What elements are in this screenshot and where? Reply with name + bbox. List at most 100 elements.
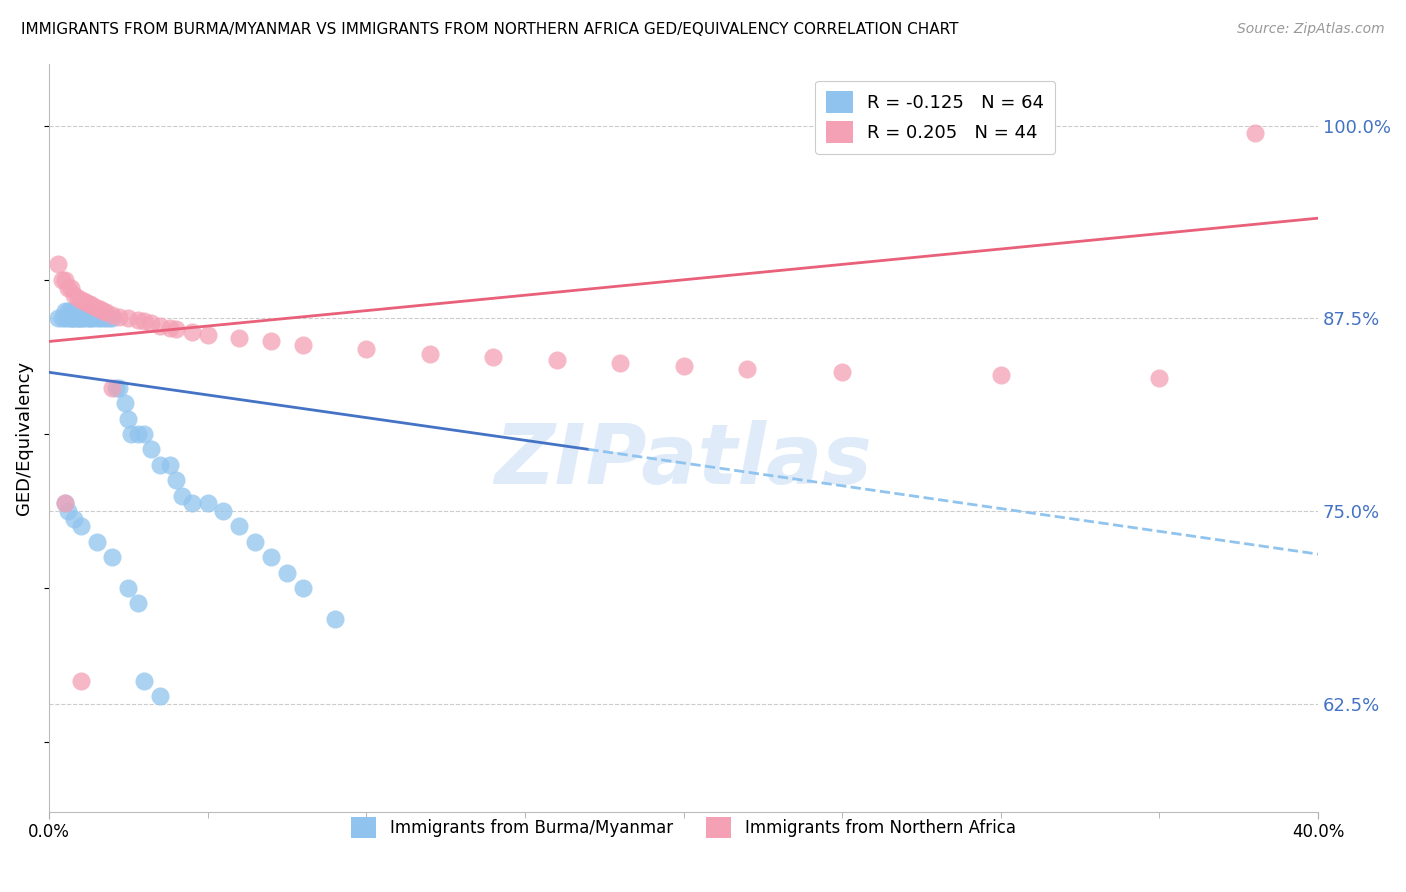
Text: ZIPatlas: ZIPatlas (495, 420, 873, 500)
Point (76, 311, 98, 326)
Text: IMMIGRANTS FROM BURMA/MYANMAR VS IMMIGRANTS FROM NORTHERN AFRICA GED/EQUIVALENCY: IMMIGRANTS FROM BURMA/MYANMAR VS IMMIGRA… (21, 22, 959, 37)
Point (104, 381, 127, 395)
Point (79, 311, 101, 326)
Point (117, 411, 139, 425)
Point (101, 550, 124, 565)
Point (60, 280, 83, 294)
Point (60, 311, 83, 326)
Text: Source: ZipAtlas.com: Source: ZipAtlas.com (1237, 22, 1385, 37)
Point (51, 311, 73, 326)
Point (672, 359, 695, 373)
Point (48, 311, 70, 326)
Point (172, 489, 194, 503)
Point (66, 311, 89, 326)
Point (291, 581, 314, 595)
Point (76, 303, 98, 318)
Point (117, 311, 139, 326)
Point (63, 288, 86, 302)
Point (735, 362, 758, 376)
Point (56, 311, 79, 326)
Point (139, 316, 162, 330)
Point (63, 303, 86, 318)
Point (86, 301, 108, 315)
Point (53, 273, 76, 287)
Point (149, 689, 172, 703)
Point (89, 302, 111, 317)
Legend: Immigrants from Burma/Myanmar, Immigrants from Northern Africa: Immigrants from Burma/Myanmar, Immigrant… (344, 811, 1022, 845)
Point (53, 496, 76, 510)
Point (197, 328, 219, 343)
Point (94, 311, 117, 326)
Point (212, 504, 235, 518)
Point (245, 534, 267, 549)
Point (260, 334, 283, 349)
Point (69, 519, 91, 533)
Point (260, 550, 283, 565)
Point (73, 311, 96, 326)
Point (1243, 127, 1265, 141)
Point (107, 381, 129, 395)
Point (101, 308, 124, 322)
Point (419, 347, 441, 361)
Point (197, 496, 219, 510)
Point (180, 496, 202, 510)
Point (159, 320, 181, 334)
Point (546, 353, 568, 368)
Point (69, 673, 91, 688)
Point (228, 331, 250, 345)
Point (56, 303, 79, 318)
Point (323, 612, 346, 626)
Point (82, 299, 104, 313)
Point (134, 426, 156, 441)
Point (76, 296, 98, 310)
Point (82, 310, 104, 324)
Point (86, 311, 108, 326)
Point (609, 356, 631, 370)
Point (107, 310, 129, 324)
Point (53, 303, 76, 318)
Point (356, 342, 378, 356)
Point (56, 504, 79, 518)
Point (101, 381, 124, 395)
Point (69, 293, 91, 307)
Point (149, 458, 172, 472)
Point (165, 322, 187, 336)
Point (69, 311, 91, 326)
Point (127, 426, 149, 441)
Point (91, 303, 114, 318)
Point (48, 257, 70, 271)
Y-axis label: GED/Equivalency: GED/Equivalency (15, 360, 32, 515)
Point (66, 307, 89, 321)
Point (63, 511, 86, 525)
Point (101, 311, 124, 326)
Point (79, 311, 101, 326)
Point (149, 319, 172, 334)
Point (127, 597, 149, 611)
Point (114, 396, 136, 410)
Point (53, 496, 76, 510)
Point (69, 307, 91, 321)
Point (831, 365, 853, 379)
Point (69, 311, 91, 326)
Point (79, 297, 101, 311)
Point (159, 458, 181, 472)
Point (60, 303, 83, 318)
Point (121, 426, 143, 441)
Point (66, 291, 89, 305)
Point (86, 310, 108, 324)
Point (91, 311, 114, 326)
Point (134, 673, 156, 688)
Point (63, 311, 86, 326)
Point (291, 337, 314, 351)
Point (66, 311, 89, 326)
Point (180, 325, 202, 339)
Point (139, 442, 162, 457)
Point (51, 273, 73, 287)
Point (94, 305, 117, 319)
Point (482, 350, 505, 364)
Point (1149, 371, 1171, 385)
Point (89, 311, 111, 326)
Point (60, 311, 83, 326)
Point (63, 311, 86, 326)
Point (73, 310, 96, 324)
